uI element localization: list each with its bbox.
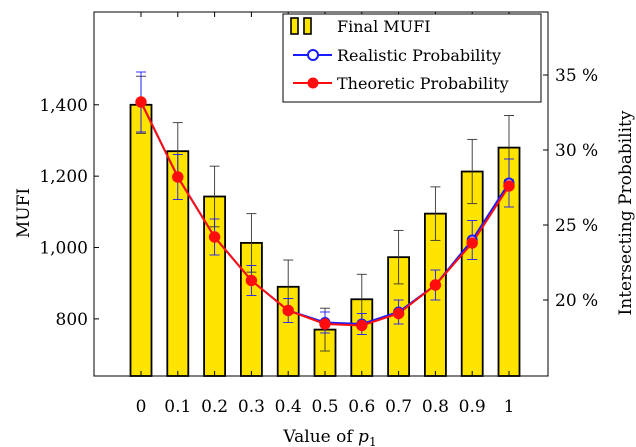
theoretic-point-0.3 [245,274,258,287]
series-line-0 [140,101,510,326]
axes-layer [93,11,549,377]
x-axis-label-text: Value of [282,427,358,447]
bar-0 [129,103,153,377]
x-tick-label-0: 0 [136,397,147,417]
x-tick-label-0.8: 0.8 [422,397,449,417]
x-tick-label-0.2: 0.2 [201,397,228,417]
legend-label-realistic: Realistic Probability [337,46,501,65]
legend-label-final-mufi: Final MUFI [337,17,431,36]
legend-item-realistic: Realistic Probability [293,46,501,65]
theoretic-point-0.8 [429,279,442,291]
lines-layer [135,96,515,332]
bar-error-0.8 [430,186,441,241]
ticks-layer: 0 0.1 0.2 0.3 0.4 0.5 0.6 0.7 0.8 0.9 1 800 1,000 1,2… [39,12,598,417]
theoretic-point-0 [135,96,147,108]
y-left-tick-label-1400: 1,400 [39,96,88,116]
y-left-tick-label-800: 800 [56,310,88,330]
theoretic-point-0.4 [282,304,294,317]
bar-error-0.9 [467,138,478,205]
theoretic-point-0.9 [466,237,478,249]
x-axis-label-variable: p [358,427,369,447]
y-left-tick-label-1200: 1,200 [39,167,88,187]
legend-item-theoretic: Theoretic Probability [293,74,509,93]
x-tick-label-0.4: 0.4 [275,397,302,417]
legend-marker-realistic [307,49,319,61]
y-right-tick-label-30: 30 % [555,141,598,161]
theoretic-point-1 [503,180,515,192]
x-tick-label-0.9: 0.9 [459,397,486,417]
legend-label-theoretic: Theoretic Probability [337,74,509,93]
legend-bar-swatch-1 [290,17,299,35]
x-tick-label-0.7: 0.7 [385,397,412,417]
legend-item-final-mufi: Final MUFI [290,17,431,36]
y-right-tick-label-20: 20 % [555,291,598,311]
x-tick-label-0.1: 0.1 [164,397,191,417]
plot-frame [93,11,549,377]
error-bars-layer [136,71,514,352]
y-axis-right-label: Intersecting Probability [616,110,636,315]
y-right-tick-label-25: 25 % [555,216,598,236]
x-tick-label-0.3: 0.3 [238,397,265,417]
y-left-tick-label-1000: 1,000 [39,239,88,259]
legend: Final MUFI Realistic Probability Theoret… [282,13,542,103]
legend-marker-theoretic [307,77,319,89]
x-axis-label: Value of p1 [282,427,376,447]
legend-box [282,13,542,103]
y-right-tick-label-35: 35 % [555,66,598,86]
theoretic-point-0.5 [319,318,331,330]
x-axis-label-subscript: 1 [369,435,377,447]
legend-bar-swatch-2 [303,17,312,35]
bar-error-0.7 [393,229,404,285]
x-tick-label-1: 1 [504,397,515,417]
x-tick-label-0.5: 0.5 [311,397,338,417]
y-axis-left-label: MUFI [14,188,34,238]
theoretic-point-0.7 [392,307,405,320]
theoretic-point-0.1 [172,171,184,183]
series-line-1 [140,101,510,327]
x-tick-label-0.6: 0.6 [348,397,375,417]
theoretic-point-0.6 [356,319,368,332]
theoretic-point-0.2 [208,231,221,243]
